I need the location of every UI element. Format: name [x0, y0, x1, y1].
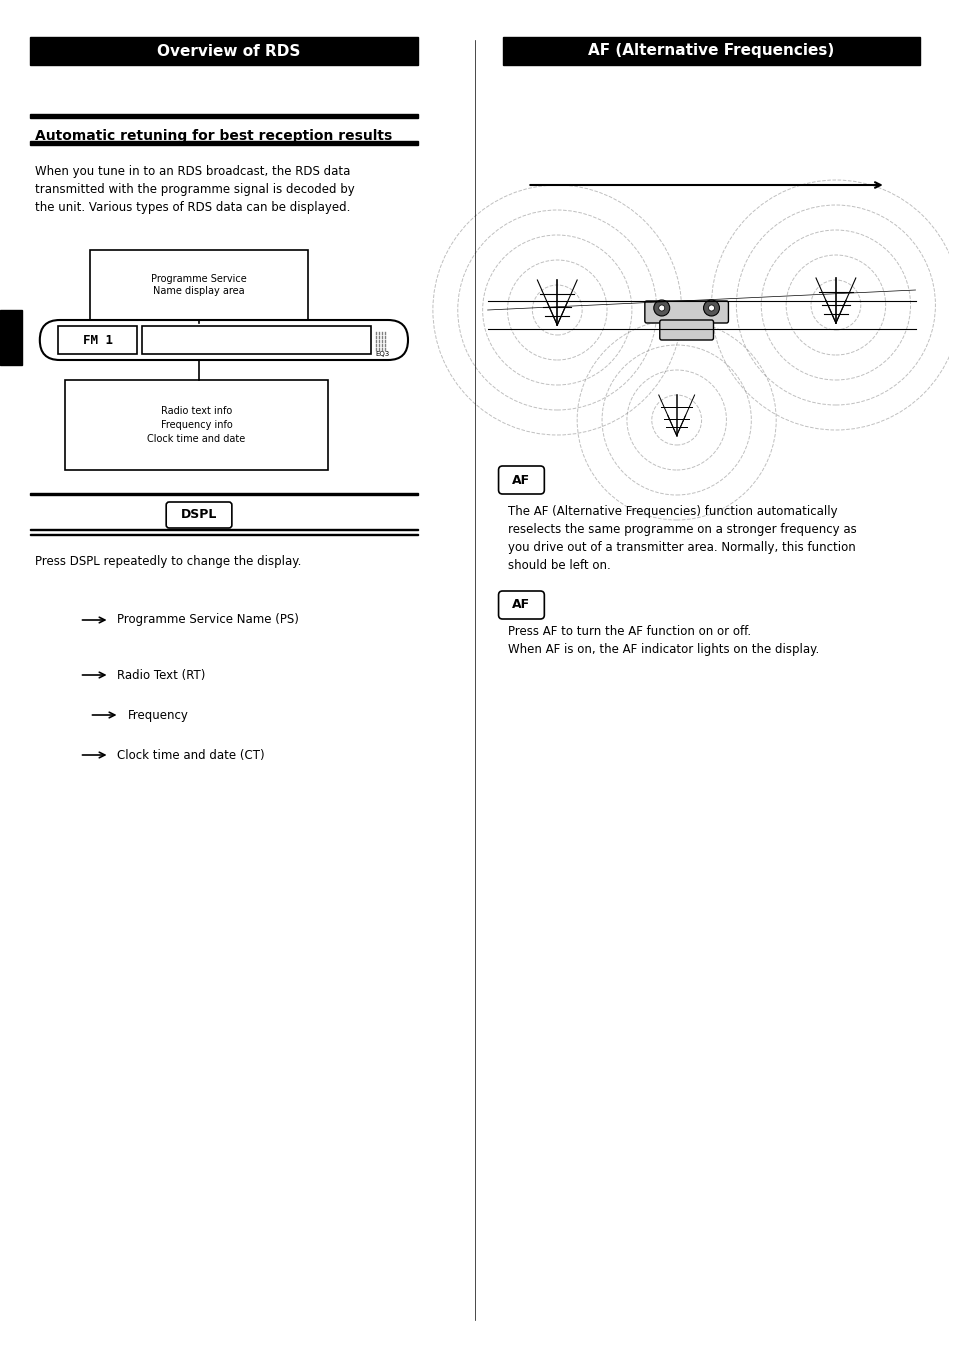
Bar [502, 37, 920, 65]
Text: DSPL: DSPL [181, 508, 217, 522]
Text: Radio text info
Frequency info
Clock time and date: Radio text info Frequency info Clock tim… [148, 406, 246, 443]
Text: The AF (Alternative Frequencies) function automatically
reselects the same progr: The AF (Alternative Frequencies) functio… [507, 506, 856, 572]
FancyBboxPatch shape [498, 591, 544, 619]
Text: Press AF to turn the AF function on or off.
When AF is on, the AF indicator ligh: Press AF to turn the AF function on or o… [507, 625, 818, 656]
Bar [0, 310, 22, 365]
Circle shape [708, 306, 714, 311]
Text: Programme Service Name (PS): Programme Service Name (PS) [117, 614, 299, 626]
FancyBboxPatch shape [40, 320, 408, 360]
Text: Frequency: Frequency [128, 708, 188, 722]
Text: When you tune in to an RDS broadcast, the RDS data
transmitted with the programm: When you tune in to an RDS broadcast, th… [35, 165, 355, 214]
Circle shape [659, 306, 664, 311]
FancyBboxPatch shape [659, 320, 713, 339]
Text: EQ3: EQ3 [375, 352, 389, 357]
Bar [58, 326, 137, 354]
Bar [65, 380, 328, 470]
FancyBboxPatch shape [498, 466, 544, 493]
Circle shape [653, 300, 669, 316]
Text: Programme Service
Name display area: Programme Service Name display area [151, 274, 247, 296]
Text: AF (Alternative Frequencies): AF (Alternative Frequencies) [588, 43, 834, 58]
Text: AF: AF [512, 599, 530, 611]
Bar [142, 326, 371, 354]
Text: AF: AF [512, 473, 530, 487]
Text: Clock time and date (CT): Clock time and date (CT) [117, 749, 265, 761]
Bar [30, 141, 417, 145]
Bar [30, 37, 417, 65]
Bar [30, 492, 417, 495]
Text: Press DSPL repeatedly to change the display.: Press DSPL repeatedly to change the disp… [35, 556, 301, 568]
Text: Radio Text (RT): Radio Text (RT) [117, 668, 206, 681]
Bar [90, 250, 308, 320]
Circle shape [702, 300, 719, 316]
Text: Automatic retuning for best reception results: Automatic retuning for best reception re… [35, 128, 392, 143]
Text: FM 1: FM 1 [83, 334, 112, 346]
Bar [30, 114, 417, 118]
Text: Overview of RDS: Overview of RDS [157, 43, 300, 58]
FancyBboxPatch shape [166, 502, 232, 529]
FancyBboxPatch shape [644, 301, 728, 323]
